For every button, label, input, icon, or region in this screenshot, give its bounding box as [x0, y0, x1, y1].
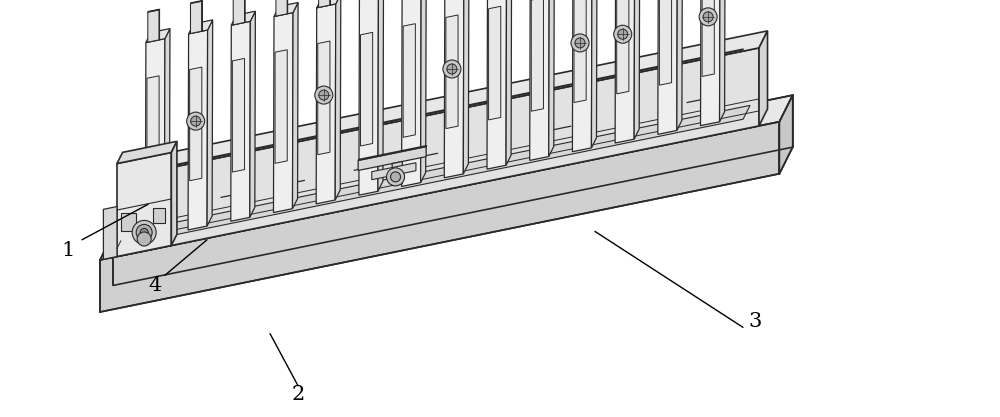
Polygon shape	[489, 6, 501, 120]
Polygon shape	[250, 11, 255, 217]
Polygon shape	[120, 48, 759, 256]
Polygon shape	[372, 163, 416, 180]
Polygon shape	[147, 76, 159, 189]
Polygon shape	[572, 0, 592, 152]
Circle shape	[447, 64, 457, 74]
Polygon shape	[188, 30, 208, 230]
Polygon shape	[273, 13, 293, 213]
Polygon shape	[207, 20, 213, 226]
Polygon shape	[319, 0, 330, 8]
Polygon shape	[171, 141, 177, 246]
Polygon shape	[117, 141, 177, 163]
Polygon shape	[360, 33, 373, 146]
Circle shape	[571, 34, 589, 52]
Polygon shape	[120, 31, 768, 178]
Polygon shape	[231, 11, 255, 25]
Polygon shape	[138, 106, 750, 242]
Circle shape	[699, 8, 717, 26]
Polygon shape	[392, 161, 402, 186]
Circle shape	[703, 12, 713, 22]
Polygon shape	[463, 0, 469, 174]
Circle shape	[391, 172, 401, 182]
Circle shape	[443, 60, 461, 78]
Polygon shape	[189, 20, 213, 34]
Circle shape	[191, 116, 201, 126]
Polygon shape	[164, 29, 170, 235]
Polygon shape	[276, 0, 287, 16]
Circle shape	[614, 25, 632, 43]
Circle shape	[187, 112, 205, 130]
Polygon shape	[617, 0, 629, 94]
Polygon shape	[720, 0, 725, 122]
Polygon shape	[275, 50, 287, 163]
Text: 3: 3	[748, 311, 762, 331]
Polygon shape	[358, 146, 427, 161]
Polygon shape	[100, 122, 779, 312]
Polygon shape	[148, 10, 159, 42]
Polygon shape	[274, 3, 298, 17]
Polygon shape	[190, 0, 202, 3]
Circle shape	[136, 224, 152, 241]
Polygon shape	[335, 0, 341, 200]
Circle shape	[132, 221, 156, 244]
Circle shape	[575, 38, 585, 48]
Polygon shape	[658, 0, 677, 134]
Polygon shape	[487, 0, 507, 169]
Text: 1: 1	[61, 241, 75, 260]
Polygon shape	[233, 0, 245, 25]
Polygon shape	[659, 0, 672, 85]
Circle shape	[315, 86, 333, 104]
Polygon shape	[677, 0, 682, 131]
Circle shape	[140, 229, 148, 236]
Polygon shape	[358, 147, 426, 171]
Polygon shape	[318, 41, 330, 155]
Polygon shape	[120, 161, 129, 256]
Polygon shape	[701, 0, 720, 126]
Polygon shape	[146, 29, 170, 43]
Polygon shape	[148, 9, 160, 12]
Text: 4: 4	[148, 276, 162, 295]
Polygon shape	[702, 0, 714, 76]
Polygon shape	[634, 0, 640, 139]
Polygon shape	[591, 0, 597, 148]
Polygon shape	[421, 0, 426, 183]
Text: 2: 2	[291, 384, 305, 404]
Polygon shape	[145, 39, 165, 239]
Polygon shape	[444, 0, 464, 178]
Polygon shape	[759, 31, 768, 126]
Circle shape	[387, 168, 405, 186]
Polygon shape	[359, 0, 378, 195]
Circle shape	[319, 90, 329, 100]
Polygon shape	[153, 208, 165, 223]
Polygon shape	[100, 95, 793, 260]
Polygon shape	[121, 213, 136, 231]
Polygon shape	[574, 0, 586, 103]
Polygon shape	[531, 0, 543, 111]
Polygon shape	[316, 4, 336, 204]
Polygon shape	[779, 95, 793, 174]
Polygon shape	[317, 0, 341, 8]
Polygon shape	[402, 0, 421, 186]
Circle shape	[137, 232, 151, 246]
Polygon shape	[403, 24, 415, 137]
Polygon shape	[103, 206, 117, 259]
Polygon shape	[190, 67, 202, 181]
Polygon shape	[506, 0, 512, 165]
Polygon shape	[530, 0, 549, 161]
Polygon shape	[232, 58, 245, 172]
Circle shape	[618, 29, 628, 39]
Polygon shape	[549, 0, 554, 156]
Polygon shape	[117, 153, 171, 256]
Polygon shape	[446, 15, 458, 128]
Polygon shape	[378, 0, 383, 191]
Polygon shape	[190, 1, 202, 33]
Polygon shape	[231, 21, 250, 221]
Polygon shape	[292, 3, 298, 208]
Polygon shape	[615, 0, 635, 143]
